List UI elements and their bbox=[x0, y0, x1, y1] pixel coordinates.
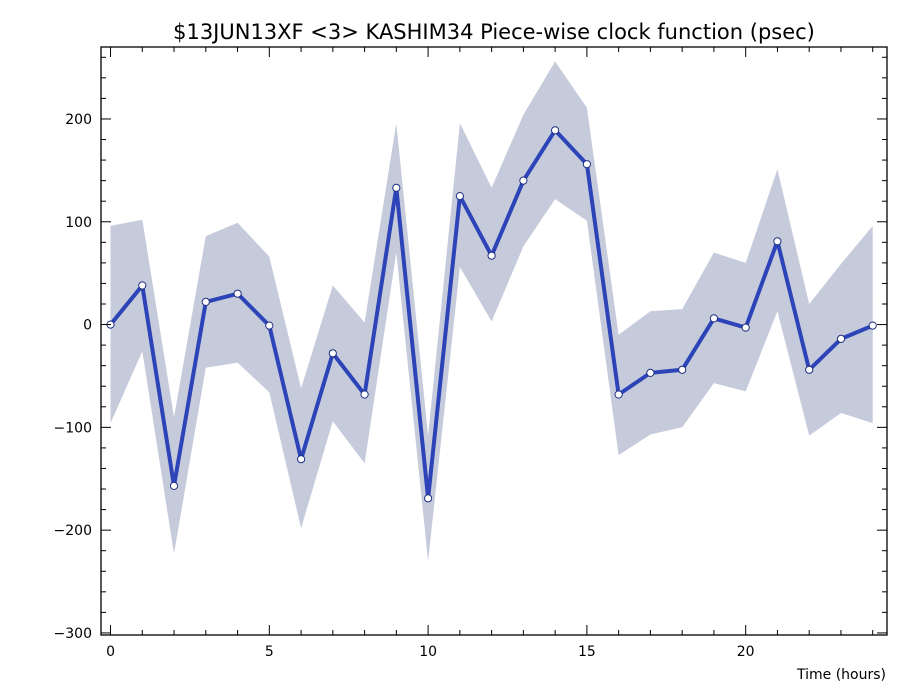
x-axis-label: Time (hours) bbox=[796, 667, 886, 683]
x-tick-label: 0 bbox=[106, 644, 115, 660]
data-point bbox=[551, 126, 560, 135]
data-point bbox=[614, 390, 623, 399]
y-tick-label: 200 bbox=[65, 112, 92, 128]
y-axis-tick-labels: −300 −200 −100 0 100 200 bbox=[54, 112, 92, 642]
data-point bbox=[646, 368, 655, 377]
data-point bbox=[487, 251, 496, 260]
data-point bbox=[519, 176, 528, 185]
data-point bbox=[582, 160, 592, 169]
data-point bbox=[455, 192, 464, 201]
y-axis-ticks bbox=[101, 56, 887, 634]
data-point bbox=[265, 321, 274, 330]
x-tick-label: 10 bbox=[419, 644, 437, 660]
data-point bbox=[678, 365, 687, 374]
data-point bbox=[836, 334, 846, 343]
data-point bbox=[138, 281, 147, 290]
data-point bbox=[741, 323, 750, 332]
data-point bbox=[169, 481, 179, 490]
y-tick-label: 100 bbox=[65, 215, 92, 231]
data-point bbox=[392, 183, 401, 192]
x-tick-label: 5 bbox=[265, 644, 274, 660]
data-point bbox=[709, 314, 719, 323]
data-point bbox=[233, 289, 242, 298]
data-point bbox=[201, 297, 210, 306]
data-point bbox=[297, 455, 306, 464]
confidence-band-layer bbox=[110, 61, 873, 562]
data-point bbox=[424, 494, 433, 503]
y-tick-label: −300 bbox=[54, 626, 92, 642]
data-point bbox=[805, 365, 814, 374]
data-points bbox=[106, 126, 877, 503]
data-point bbox=[360, 390, 369, 399]
x-tick-label: 20 bbox=[737, 644, 755, 660]
x-axis-ticks bbox=[110, 47, 874, 635]
x-axis-tick-labels: 0 5 10 15 20 bbox=[106, 644, 755, 660]
chart-title: $13JUN13XF <3> KASHIM34 Piece-wise clock… bbox=[173, 20, 815, 44]
data-point bbox=[328, 349, 337, 358]
confidence-band bbox=[110, 61, 873, 562]
x-tick-label: 15 bbox=[578, 644, 596, 660]
data-point bbox=[773, 237, 782, 246]
y-tick-label: −200 bbox=[54, 523, 92, 539]
y-tick-label: 0 bbox=[83, 318, 92, 334]
plot-frame bbox=[100, 46, 888, 636]
y-tick-label: −100 bbox=[54, 420, 92, 436]
data-point bbox=[868, 321, 877, 330]
